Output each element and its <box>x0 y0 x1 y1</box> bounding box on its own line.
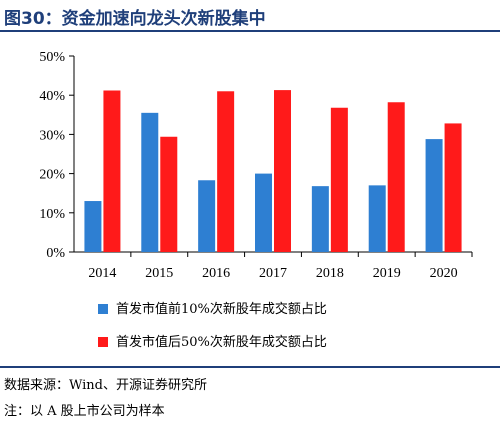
bar-top10 <box>425 139 443 252</box>
bar-chart: 0%10%20%30%40%50% 2014 2015 2016 2017 2018 20… <box>39 50 473 281</box>
x-tick-label: 2016 <box>202 266 230 281</box>
source-note: 数据来源：Wind、开源证券研究所 <box>4 378 207 393</box>
legend-swatch-blue <box>98 304 108 314</box>
y-tick-label: 50% <box>39 50 65 65</box>
legend-swatch-red <box>98 337 108 347</box>
footer-divider <box>0 366 500 368</box>
x-tick-label: 2020 <box>430 266 458 281</box>
x-tick-label: 2017 <box>259 266 287 281</box>
bar-top10 <box>368 185 386 252</box>
figure-title: 图30：资金加速向龙头次新股集中 <box>4 9 266 29</box>
bar-bottom50 <box>330 107 348 252</box>
y-tick-label: 30% <box>39 128 65 143</box>
y-tick-label: 0% <box>46 246 65 261</box>
legend-label-red: 首发市值后50%次新股年成交额占比 <box>116 335 327 350</box>
x-tick-label: 2019 <box>373 266 401 281</box>
legend-item-red: 首发市值后50%次新股年成交额占比 <box>98 331 458 350</box>
bar-bottom50 <box>160 136 178 252</box>
bar-top10 <box>311 186 329 252</box>
x-tick-label: 2014 <box>88 266 116 281</box>
y-tick-label: 40% <box>39 89 65 104</box>
x-tick-label: 2018 <box>316 266 344 281</box>
bar-top10 <box>141 112 159 252</box>
bar-top10 <box>255 173 272 252</box>
bar-bottom50 <box>387 102 405 252</box>
x-axis: 2014 2015 2016 2017 2018 2019 2020 <box>74 251 473 281</box>
bar-bottom50 <box>274 90 291 252</box>
bar-bottom50 <box>217 91 235 252</box>
bar-top10 <box>84 201 102 252</box>
bar-bottom50 <box>103 90 121 252</box>
bar-top10 <box>198 180 216 252</box>
sample-note: 注：以 A 股上市公司为样本 <box>4 404 165 419</box>
title-divider <box>0 30 500 32</box>
y-axis: 0% 10% 20% 30% 40% 50% <box>39 50 75 261</box>
legend-label-blue: 首发市值前10%次新股年成交额占比 <box>116 302 327 317</box>
y-tick-label: 20% <box>39 168 65 183</box>
legend-item-blue: 首发市值前10%次新股年成交额占比 <box>98 298 458 317</box>
figure-header: 图30：资金加速向龙头次新股集中 <box>0 0 500 30</box>
y-tick-label: 10% <box>39 207 65 222</box>
bars <box>84 90 462 252</box>
bar-bottom50 <box>444 123 462 252</box>
x-tick-label: 2015 <box>145 266 173 281</box>
